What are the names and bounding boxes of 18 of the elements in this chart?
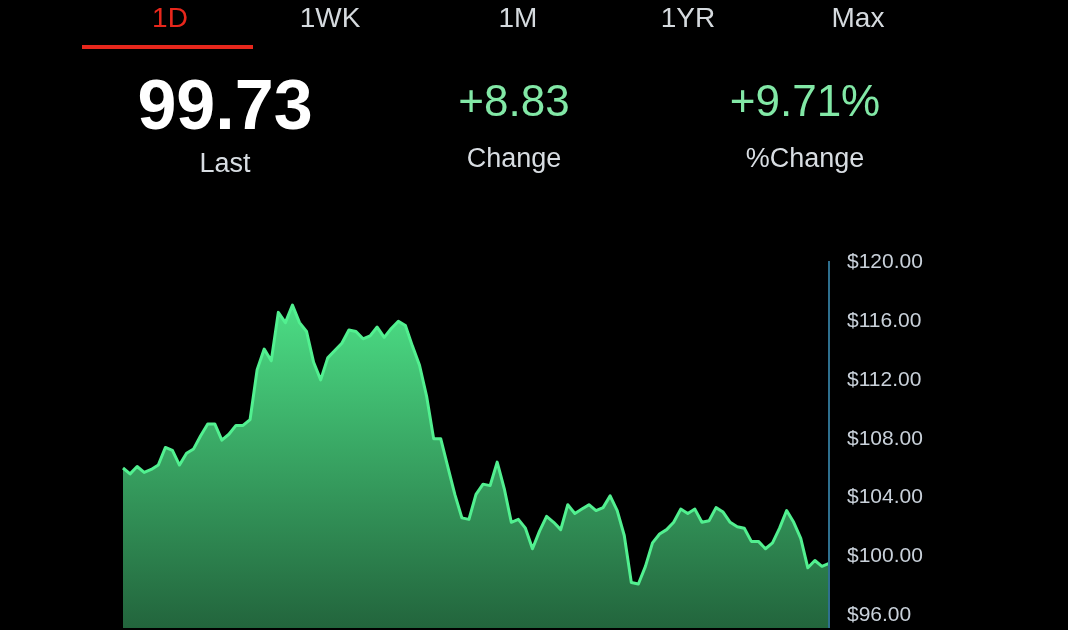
text: 1M — [497, 2, 539, 34]
text: 1WK — [298, 2, 362, 34]
text: %Change — [744, 142, 866, 174]
y-tick-label: $116.00 — [847, 308, 922, 332]
text: 1D — [151, 2, 189, 34]
text: Last — [198, 147, 252, 179]
y-tick-label: $120.00 — [847, 249, 923, 273]
text: Max — [830, 2, 886, 34]
text: 1YR — [659, 2, 717, 34]
text: +8.83 — [457, 76, 571, 126]
y-tick-label: $100.00 — [847, 543, 923, 567]
y-tick-label: $112.00 — [847, 366, 922, 390]
y-tick-label: $96.00 — [847, 601, 912, 625]
text: Change — [465, 142, 563, 174]
text: 99.73 — [136, 66, 314, 144]
text: +9.71% — [728, 76, 882, 126]
y-tick-label: $108.00 — [847, 425, 923, 449]
y-tick-label: $104.00 — [847, 484, 923, 508]
